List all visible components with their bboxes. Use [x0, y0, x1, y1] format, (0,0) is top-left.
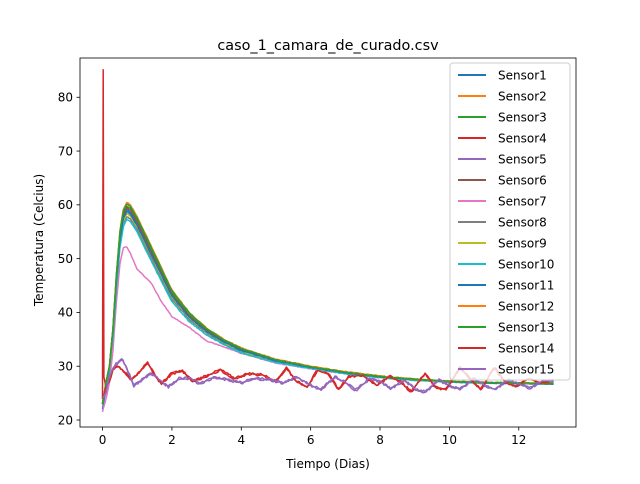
legend-label: Sensor11	[498, 279, 554, 293]
legend-box	[449, 62, 571, 381]
legend-label: Sensor2	[498, 90, 547, 104]
x-tick-label: 8	[376, 433, 384, 447]
series-line-sensor14	[101, 362, 554, 399]
legend-label: Sensor6	[498, 174, 547, 188]
x-tick-label: 12	[511, 433, 526, 447]
x-tick-label: 6	[307, 433, 315, 447]
legend: Sensor1 Sensor2 Sensor3 Sensor4 Sensor5 Senso…	[449, 62, 571, 381]
y-tick-label: 50	[58, 252, 73, 266]
plot-area	[101, 68, 554, 413]
legend-label: Sensor9	[498, 237, 547, 251]
legend-label: Sensor3	[498, 111, 547, 125]
legend-label: Sensor4	[498, 132, 547, 146]
x-tick-label: 4	[237, 433, 245, 447]
x-tick-label: 2	[168, 433, 176, 447]
chart-title: caso_1_camara_de_curado.csv	[217, 38, 439, 54]
legend-label: Sensor7	[498, 195, 547, 209]
legend-label: Sensor15	[498, 363, 554, 377]
axes-frame	[79, 57, 577, 428]
y-tick-label: 20	[58, 413, 73, 427]
series-line-sensor15	[101, 358, 554, 399]
y-tick-label: 40	[58, 306, 73, 320]
legend-label: Sensor5	[498, 153, 547, 167]
legend-label: Sensor1	[498, 69, 547, 83]
legend-label: Sensor12	[498, 300, 554, 314]
y-tick-label: 80	[58, 91, 73, 105]
legend-label: Sensor10	[498, 258, 554, 272]
legend-label: Sensor8	[498, 216, 547, 230]
legend-label: Sensor14	[498, 342, 554, 356]
y-tick-label: 30	[58, 360, 73, 374]
y-axis-label: Temperatura (Celcius)	[32, 174, 46, 307]
series-line-sensor4	[101, 68, 554, 400]
y-tick-label: 60	[58, 198, 73, 212]
legend-label: Sensor13	[498, 321, 554, 335]
axes: 0 2 4 6 8 10 12 20 30 40 50 60 70 80	[58, 57, 577, 447]
series-line-sensor13	[101, 203, 554, 405]
x-tick-label: 0	[99, 433, 107, 447]
x-tick-label: 10	[442, 433, 457, 447]
y-tick-label: 70	[58, 144, 73, 158]
x-axis-label: Tiempo (Dias)	[285, 457, 370, 471]
